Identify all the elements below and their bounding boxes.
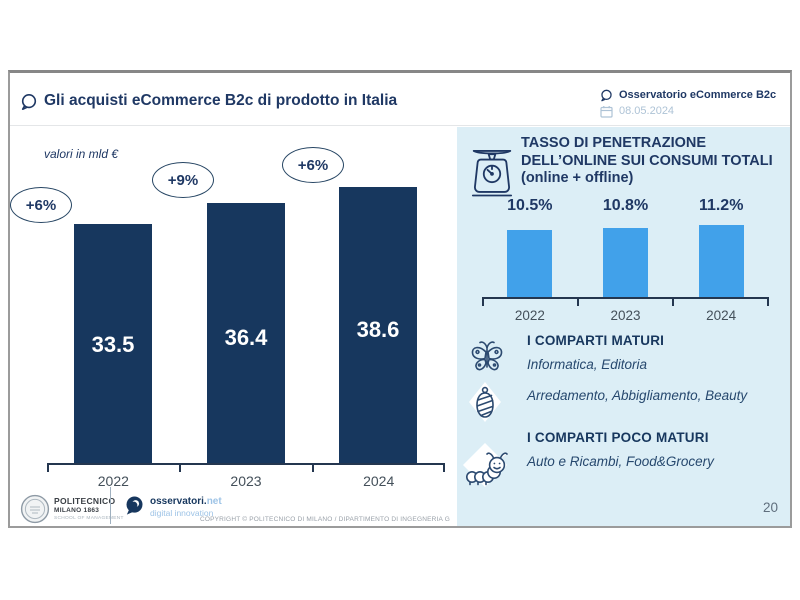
header-brand-box: Osservatorio eCommerce B2c 08.05.2024 (600, 87, 776, 119)
observatory-name: Osservatorio eCommerce B2c (619, 89, 777, 101)
bar-2023: 36.4 (207, 203, 285, 463)
slide-card: Gli acquisti eCommerce B2c di prodotto i… (8, 70, 792, 528)
year-label: 2022 (514, 308, 545, 323)
header-divider (10, 125, 790, 126)
cocoon-icon (469, 382, 501, 422)
osservatori-tagline: digital innovation (150, 508, 214, 518)
osservatori-logo: osservatori.net digital innovation (124, 495, 222, 518)
bar-value-label: 38.6 (356, 317, 400, 342)
x-axis (47, 463, 445, 472)
penetration-x-axis-labels: 2022 2023 2024 (482, 308, 769, 323)
page-title: Gli acquisti eCommerce B2c di prodotto i… (44, 92, 398, 109)
panel-title: TASSO DI PENETRAZIONE DELL’ONLINE SUI CO… (521, 135, 773, 186)
politecnico-wordmark: POLITECNICO MILANO 1863 SCHOOL OF MANAGE… (54, 496, 124, 521)
growth-badge-2024: +6% (282, 147, 344, 183)
chart-unit-note: valori in mld € (44, 147, 119, 161)
mature-sectors-line2: Arredamento, Abbigliamento, Beauty (527, 388, 748, 403)
year-label: 2024 (706, 308, 737, 323)
speech-bubble-icon (601, 89, 612, 101)
mature-sectors-heading: I COMPARTI MATURI (527, 333, 665, 348)
immature-sectors-heading: I COMPARTI POCO MATURI (527, 430, 709, 445)
penetration-x-axis (482, 297, 769, 306)
copyright-text: COPYRIGHT © POLITECNICO DI MILANO / DIPA… (199, 516, 450, 523)
pct-label: 10.8% (602, 197, 649, 214)
penetration-panel: TASSO DI PENETRAZIONE DELL’ONLINE SUI CO… (457, 127, 790, 526)
x-axis-labels: 2022 2023 2024 (47, 473, 445, 489)
year-label: 2023 (610, 308, 641, 323)
penetration-bar-2023 (603, 228, 648, 299)
report-date: 08.05.2024 (619, 105, 675, 117)
osservatori-wordmark: osservatori. (150, 496, 207, 507)
caterpillar-icon (463, 443, 508, 487)
bar-value-label: 36.4 (224, 325, 268, 350)
bar-2024: 38.6 (339, 187, 417, 463)
growth-badge-2022: +6% (10, 187, 72, 223)
year-label: 2022 (97, 473, 129, 489)
penetration-bar-2022 (507, 230, 552, 299)
growth-badge-2023: +9% (152, 162, 214, 198)
bar-value-label: 33.5 (91, 332, 135, 357)
kitchen-scale-icon (471, 150, 513, 197)
bar-2022: 33.5 (74, 224, 152, 463)
year-label: 2024 (363, 473, 395, 489)
year-label: 2023 (230, 473, 262, 489)
calendar-icon (600, 105, 613, 118)
page-number: 20 (762, 500, 778, 515)
immature-sectors-line1: Auto e Ricambi, Food&Grocery (527, 454, 714, 469)
speech-bubble-icon (126, 496, 143, 515)
penetration-value-labels: 10.5% 10.8% 11.2% (482, 197, 769, 215)
butterfly-icon (471, 341, 503, 371)
mature-sectors-line1: Informatica, Editoria (527, 357, 648, 372)
speech-bubble-icon (21, 93, 37, 111)
pct-label: 11.2% (698, 197, 744, 214)
politecnico-seal-logo (20, 494, 50, 524)
penetration-bar-2024 (699, 225, 744, 299)
footer-divider (110, 487, 111, 524)
pct-label: 10.5% (507, 197, 553, 214)
